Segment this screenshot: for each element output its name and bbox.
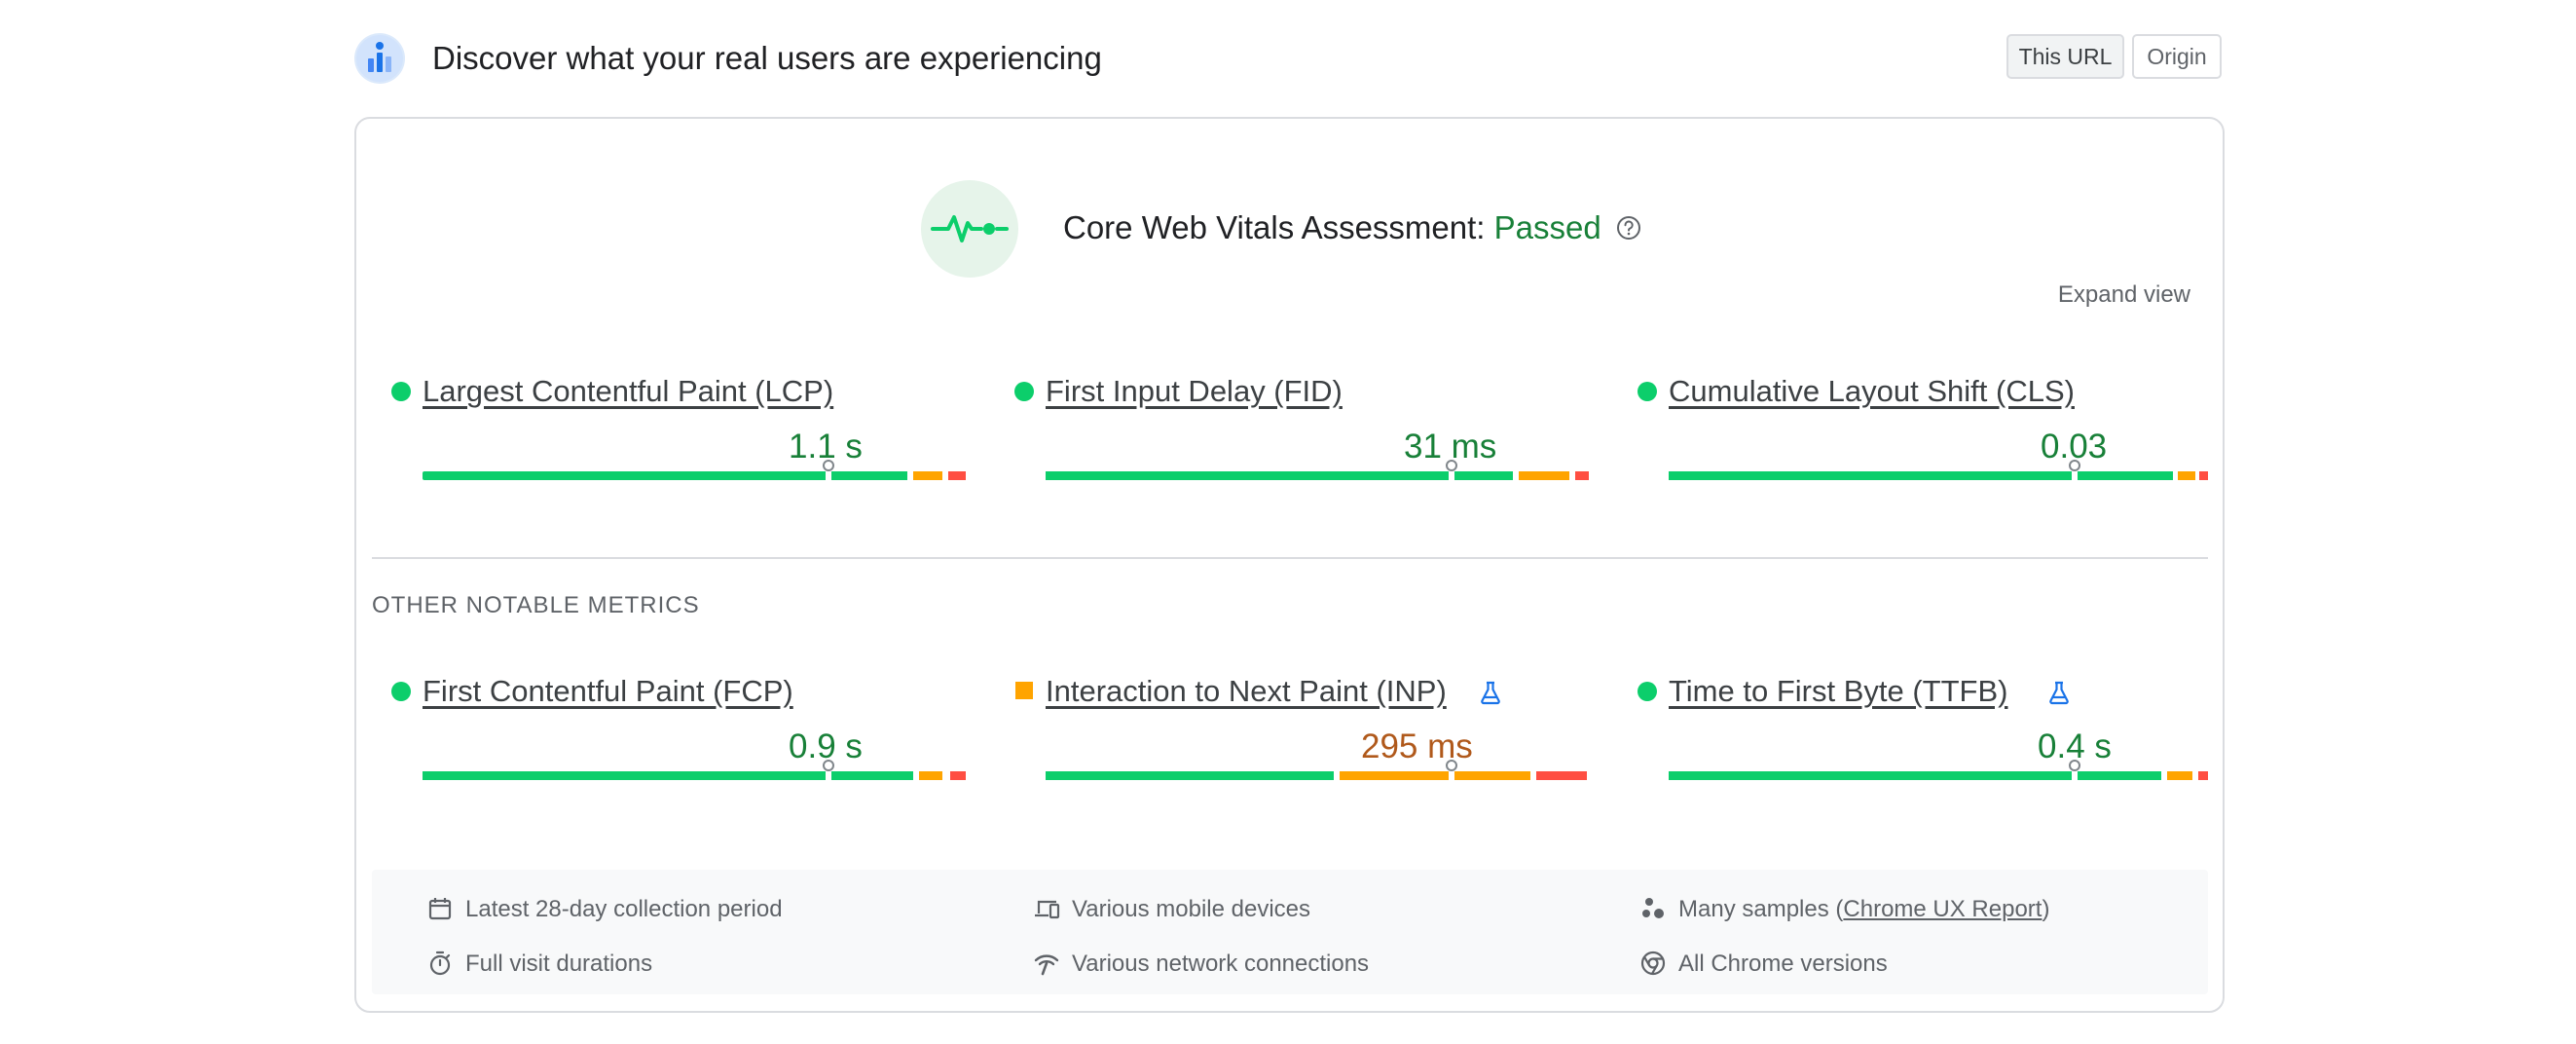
metric-value: 0.9 s bbox=[789, 727, 863, 765]
metric-name-link[interactable]: Interaction to Next Paint (INP) bbox=[1046, 674, 1447, 708]
footer-versions: All Chrome versions bbox=[1640, 949, 1888, 980]
good-segment bbox=[2078, 771, 2161, 780]
metric-value: 295 ms bbox=[1361, 727, 1473, 765]
metric-value: 31 ms bbox=[1404, 428, 1497, 466]
experimental-flask-icon bbox=[2046, 680, 2072, 705]
needs-improvement-segment bbox=[1340, 771, 1449, 780]
p75-marker bbox=[823, 460, 834, 471]
period-text: Latest 28-day collection period bbox=[465, 896, 783, 922]
needs-improvement-segment bbox=[2178, 471, 2195, 480]
devices-text: Various mobile devices bbox=[1072, 896, 1311, 922]
good-segment bbox=[2078, 471, 2173, 480]
metric-fcp: First Contentful Paint (FCP) 0.9 s bbox=[391, 670, 966, 816]
assessment-label: Core Web Vitals Assessment: bbox=[1063, 209, 1494, 245]
poor-segment bbox=[1536, 771, 1587, 780]
experimental-flask-icon bbox=[1478, 680, 1503, 705]
needs-improvement-square bbox=[1015, 682, 1033, 699]
needs-improvement-segment bbox=[1519, 471, 1569, 480]
chrome-icon bbox=[1639, 950, 1667, 977]
good-status-dot bbox=[1638, 682, 1657, 701]
good-segment bbox=[1046, 471, 1449, 480]
field-data-card bbox=[354, 117, 2225, 1013]
metric-value: 0.03 bbox=[2041, 428, 2108, 466]
needs-improvement-segment bbox=[2167, 771, 2192, 780]
samples-suffix: ) bbox=[2042, 896, 2050, 922]
section-divider bbox=[372, 557, 2208, 559]
good-segment bbox=[423, 471, 826, 480]
footer-period: Latest 28-day collection period bbox=[428, 894, 783, 925]
footer-network: Various network connections bbox=[1034, 949, 1370, 980]
metric-ttfb: Time to First Byte (TTFB) 0.4 s bbox=[1638, 670, 2208, 816]
poor-segment bbox=[2198, 771, 2208, 780]
devices-icon bbox=[1033, 895, 1060, 922]
samples-prefix: Many samples ( bbox=[1678, 896, 1844, 922]
heartbeat-icon bbox=[921, 180, 1018, 278]
help-icon[interactable] bbox=[1616, 215, 1641, 241]
good-segment bbox=[1669, 771, 2072, 780]
page-title: Discover what your real users are experi… bbox=[432, 40, 1102, 76]
collection-info-panel bbox=[372, 870, 2208, 994]
stopwatch-icon bbox=[426, 950, 454, 977]
poor-segment bbox=[2199, 471, 2208, 480]
metric-name-link[interactable]: First Contentful Paint (FCP) bbox=[423, 674, 793, 708]
other-metrics-heading: OTHER NOTABLE METRICS bbox=[372, 592, 700, 618]
p75-marker bbox=[1446, 460, 1457, 471]
visits-text: Full visit durations bbox=[465, 951, 653, 977]
poor-segment bbox=[948, 471, 966, 480]
metric-inp: Interaction to Next Paint (INP) 295 ms bbox=[1014, 670, 1587, 816]
origin-toggle[interactable]: Origin bbox=[2132, 34, 2222, 79]
metric-value: 0.4 s bbox=[2038, 727, 2112, 765]
metric-name-link[interactable]: Largest Contentful Paint (LCP) bbox=[423, 374, 834, 408]
good-segment bbox=[1454, 471, 1513, 480]
network-text: Various network connections bbox=[1072, 951, 1370, 977]
good-status-dot bbox=[1014, 382, 1034, 401]
needs-improvement-segment bbox=[913, 471, 942, 480]
p75-marker bbox=[1446, 760, 1457, 771]
good-status-dot bbox=[391, 382, 411, 401]
network-signal-icon bbox=[1033, 950, 1060, 977]
p75-marker bbox=[823, 760, 834, 771]
good-segment bbox=[423, 771, 826, 780]
metric-value: 1.1 s bbox=[789, 428, 863, 466]
assessment-status: Passed bbox=[1493, 209, 1601, 245]
footer-visits: Full visit durations bbox=[429, 949, 653, 980]
needs-improvement-segment bbox=[1454, 771, 1530, 780]
chrome-ux-report-link[interactable]: Chrome UX Report bbox=[1843, 896, 2042, 922]
footer-devices: Various mobile devices bbox=[1035, 894, 1311, 925]
footer-samples: Many samples (Chrome UX Report) bbox=[1642, 894, 2050, 925]
good-status-dot bbox=[391, 682, 411, 701]
good-segment bbox=[831, 471, 907, 480]
good-segment bbox=[831, 771, 913, 780]
good-segment bbox=[1046, 771, 1334, 780]
metric-name-link[interactable]: Cumulative Layout Shift (CLS) bbox=[1669, 374, 2075, 408]
good-segment bbox=[1669, 471, 2072, 480]
poor-segment bbox=[1575, 471, 1589, 480]
expand-view-link[interactable]: Expand view bbox=[2057, 281, 2190, 308]
calendar-icon bbox=[426, 895, 454, 922]
needs-improvement-segment bbox=[919, 771, 942, 780]
this-url-toggle[interactable]: This URL bbox=[2006, 34, 2124, 79]
crux-logo-icon bbox=[354, 33, 405, 84]
metric-lcp: Largest Contentful Paint (LCP) 1.1 s bbox=[391, 370, 966, 516]
good-status-dot bbox=[1638, 382, 1657, 401]
metric-cls: Cumulative Layout Shift (CLS) 0.03 bbox=[1638, 370, 2208, 516]
poor-segment bbox=[950, 771, 966, 780]
metric-fid: First Input Delay (FID) 31 ms bbox=[1014, 370, 1589, 516]
metric-name-link[interactable]: Time to First Byte (TTFB) bbox=[1669, 674, 2008, 708]
samples-dots-icon bbox=[1639, 895, 1667, 922]
metric-name-link[interactable]: First Input Delay (FID) bbox=[1046, 374, 1343, 408]
p75-marker bbox=[2069, 760, 2080, 771]
assessment-title: Core Web Vitals Assessment: Passed bbox=[1063, 206, 1601, 249]
p75-marker bbox=[2069, 460, 2080, 471]
versions-text: All Chrome versions bbox=[1678, 951, 1888, 977]
